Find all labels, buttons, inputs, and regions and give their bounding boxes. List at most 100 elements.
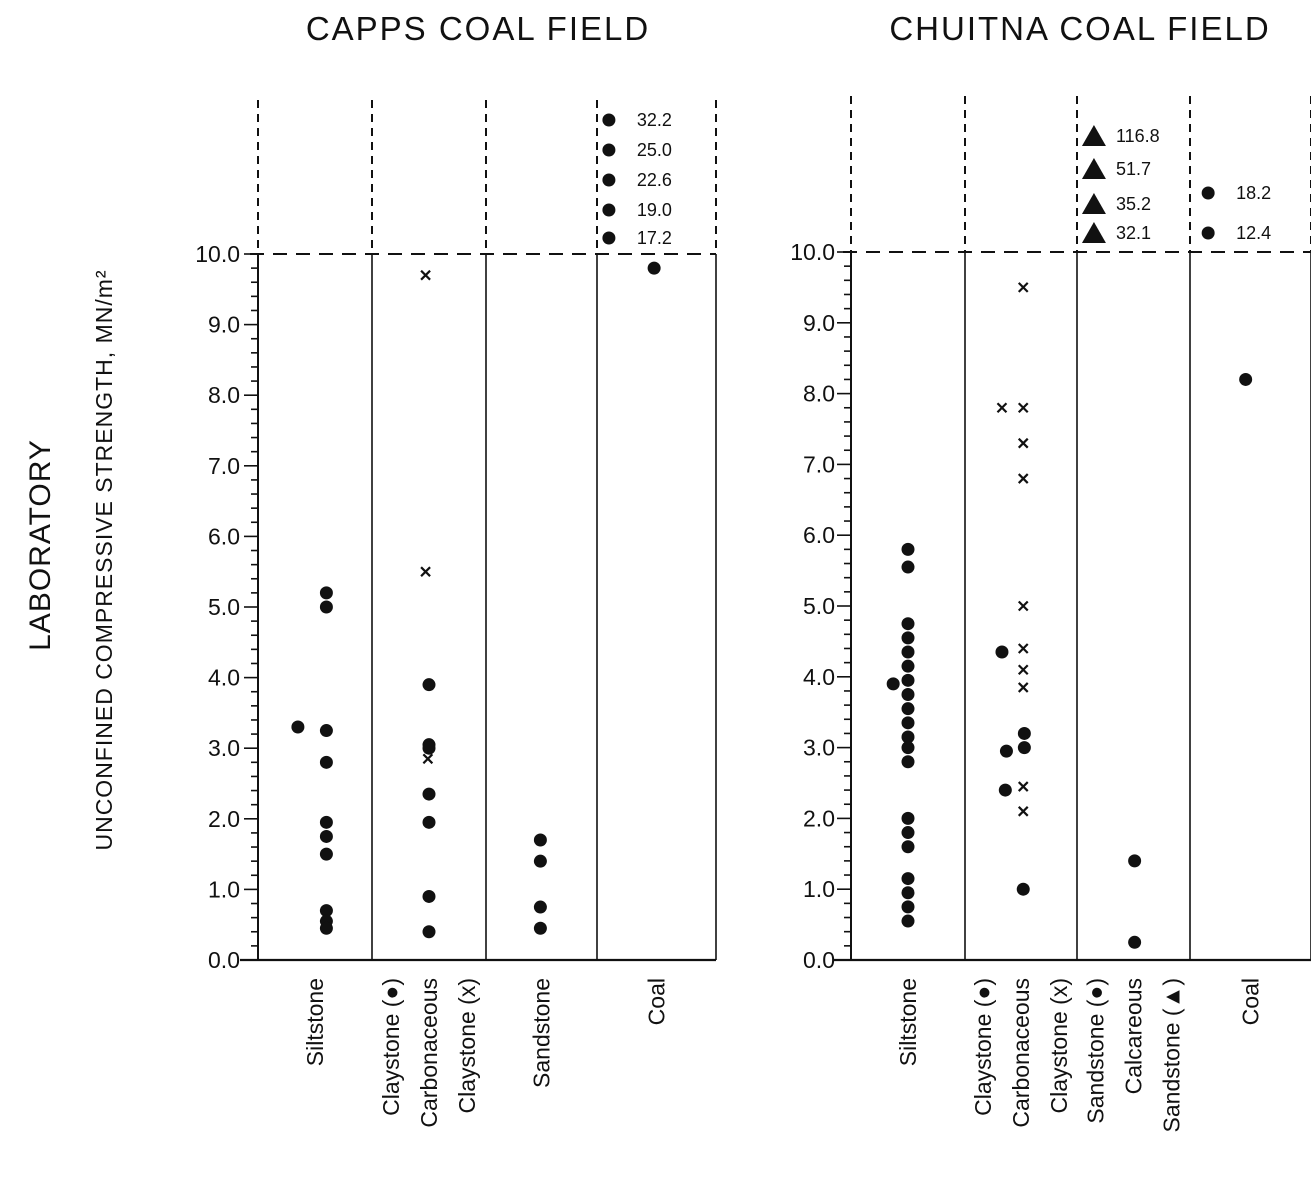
off-scale-marker-dot xyxy=(602,173,616,187)
data-point-dot xyxy=(1128,935,1142,949)
data-point-dot xyxy=(998,783,1012,797)
category-label: Claystone (x) xyxy=(454,978,480,1113)
off-scale-value: 12.4 xyxy=(1236,223,1271,243)
data-point-dot xyxy=(291,720,305,734)
off-scale-marker-triangle xyxy=(1081,125,1106,146)
data-point-dot xyxy=(901,811,915,825)
off-scale-marker-dot xyxy=(1201,186,1215,200)
data-point-dot xyxy=(901,900,915,914)
data-point-dot xyxy=(995,645,1009,659)
data-point-dot xyxy=(533,854,547,868)
data-point-dot xyxy=(901,826,915,840)
data-point-dot xyxy=(901,872,915,886)
data-point-dot xyxy=(422,678,436,692)
data-point-dot xyxy=(319,724,333,738)
data-point-x xyxy=(1017,600,1029,612)
data-point-dot xyxy=(319,586,333,600)
data-point-dot xyxy=(1017,741,1031,755)
off-scale-point: 12.4 xyxy=(1201,223,1271,243)
category-label: Sandstone (●) xyxy=(1083,978,1109,1124)
data-point-dot xyxy=(533,900,547,914)
y-tick-label: 7.0 xyxy=(208,453,240,479)
data-point-dot xyxy=(901,914,915,928)
data-point-dot xyxy=(1017,726,1031,740)
off-scale-point: 19.0 xyxy=(602,200,672,220)
off-scale-point: 32.1 xyxy=(1081,222,1151,243)
data-point-x xyxy=(1017,682,1029,693)
data-point-dot xyxy=(533,833,547,847)
off-scale-value: 17.2 xyxy=(637,228,672,248)
y-tick-label: 3.0 xyxy=(208,735,240,761)
y-tick-label: 5.0 xyxy=(208,594,240,620)
data-point-dot xyxy=(901,645,915,659)
y-tick-label: 9.0 xyxy=(803,310,835,336)
data-point-dot xyxy=(901,702,915,716)
off-scale-value: 18.2 xyxy=(1236,183,1271,203)
data-point-dot xyxy=(901,840,915,854)
category-label: Sandstone (▲) xyxy=(1159,978,1185,1132)
y-tick-label: 5.0 xyxy=(803,593,835,619)
data-point-dot xyxy=(901,659,915,673)
off-scale-point: 35.2 xyxy=(1081,193,1151,214)
data-point-dot xyxy=(422,925,436,939)
data-point-dot xyxy=(422,741,436,755)
off-scale-marker-dot xyxy=(602,143,616,157)
y-axis-label-main: LABORATORY xyxy=(24,439,57,651)
data-point-dot xyxy=(319,815,333,829)
data-point-dot xyxy=(901,617,915,631)
off-scale-marker-dot xyxy=(602,113,616,127)
off-scale-marker-triangle xyxy=(1081,158,1106,179)
y-tick-label: 10.0 xyxy=(195,241,240,267)
data-point-dot xyxy=(901,542,915,556)
data-point-dot xyxy=(901,673,915,687)
data-point-x xyxy=(1017,643,1029,654)
y-tick-label: 10.0 xyxy=(790,239,835,265)
category-label: Siltstone xyxy=(302,978,328,1066)
y-tick-label: 1.0 xyxy=(208,876,240,902)
data-point-x xyxy=(1017,781,1029,792)
data-point-dot xyxy=(901,560,915,574)
data-point-dot xyxy=(319,755,333,769)
off-scale-point: 22.6 xyxy=(602,170,672,190)
y-tick-label: 3.0 xyxy=(803,735,835,761)
category-label: Coal xyxy=(644,978,670,1025)
data-point-dot xyxy=(901,741,915,755)
data-point-x xyxy=(1017,282,1029,293)
off-scale-point: 32.2 xyxy=(602,110,672,130)
off-scale-value: 19.0 xyxy=(637,200,672,220)
y-tick-label: 7.0 xyxy=(803,451,835,477)
data-point-dot xyxy=(319,921,333,935)
off-scale-marker-dot xyxy=(1201,226,1215,240)
off-scale-value: 116.8 xyxy=(1116,126,1160,146)
off-scale-point: 51.7 xyxy=(1081,158,1151,179)
off-scale-marker-dot xyxy=(602,231,616,245)
off-scale-value: 35.2 xyxy=(1116,194,1151,214)
data-point-dot xyxy=(422,815,436,829)
data-point-x xyxy=(420,269,431,281)
off-scale-value: 51.7 xyxy=(1116,159,1151,179)
off-scale-point: 17.2 xyxy=(602,228,672,248)
panel-title: CAPPS COAL FIELD xyxy=(306,10,650,47)
data-point-x xyxy=(1017,806,1029,817)
data-point-x xyxy=(996,402,1008,414)
data-point-dot xyxy=(999,744,1013,758)
data-point-x xyxy=(420,566,431,577)
off-scale-value: 22.6 xyxy=(637,170,672,190)
data-point-dot xyxy=(647,261,661,275)
data-point-x xyxy=(1017,664,1029,675)
category-label: Carbonaceous xyxy=(416,978,442,1128)
y-tick-label: 1.0 xyxy=(803,876,835,902)
off-scale-value: 32.2 xyxy=(637,110,672,130)
data-point-dot xyxy=(422,889,436,903)
y-axis-label-sub: UNCONFINED COMPRESSIVE STRENGTH, MN/m² xyxy=(91,269,117,850)
off-scale-marker-triangle xyxy=(1081,193,1106,214)
panel-1: CAPPS COAL FIELD 0.0 1.0 2.0 3.0 4.0 5.0 6.0 7.0… xyxy=(195,10,717,1128)
y-tick-label: 4.0 xyxy=(208,665,240,691)
data-point-dot xyxy=(901,631,915,645)
off-scale-point: 25.0 xyxy=(602,140,672,160)
y-tick-label: 8.0 xyxy=(208,382,240,408)
category-label: Calcareous xyxy=(1121,978,1147,1094)
off-scale-value: 25.0 xyxy=(637,140,672,160)
data-point-dot xyxy=(1239,372,1253,386)
